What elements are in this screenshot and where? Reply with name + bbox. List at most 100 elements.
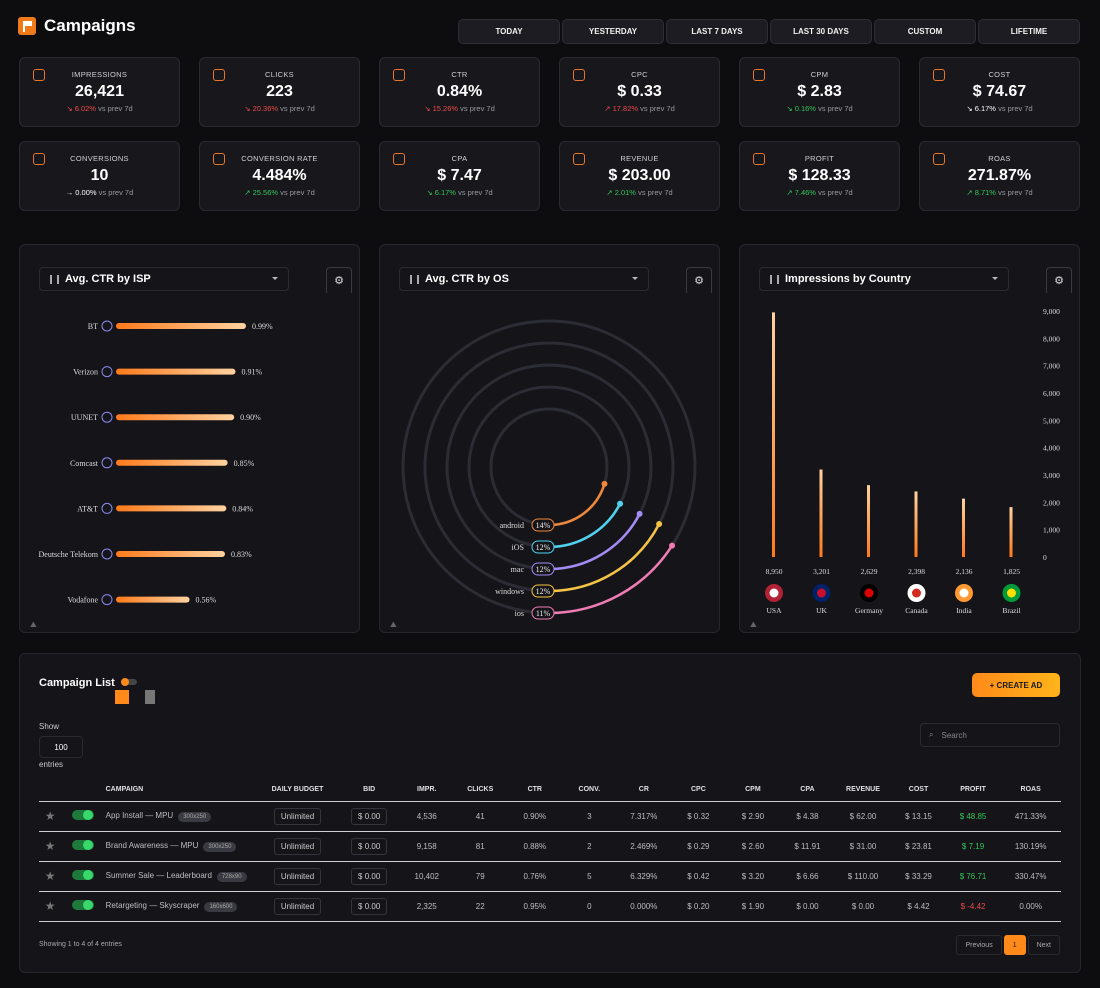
star-icon[interactable]: ★ bbox=[44, 899, 56, 913]
daily-budget-field[interactable]: Unlimited bbox=[273, 867, 322, 885]
create-ad-button[interactable]: + CREATE AD bbox=[972, 673, 1060, 697]
table-header-cell[interactable]: DAILY BUDGET bbox=[257, 779, 338, 802]
isp-category-label: Comcast bbox=[70, 459, 99, 468]
star-icon[interactable]: ★ bbox=[44, 839, 56, 853]
eye-icon bbox=[33, 69, 45, 81]
os-value-pill bbox=[531, 562, 555, 576]
star-icon[interactable]: ★ bbox=[44, 869, 56, 883]
range-yesterday-button[interactable]: YESTERDAY bbox=[562, 19, 664, 44]
country-flag-emblem bbox=[912, 588, 921, 598]
kpi-value: 26,421 bbox=[75, 83, 124, 100]
kpi-change-suffix: vs prev 7d bbox=[98, 104, 133, 113]
table-row[interactable]: ★ Brand Awareness — MPU 300x250 Unlimited $ … bbox=[39, 831, 1061, 862]
bar-chart-icon bbox=[50, 274, 59, 284]
kpi-change: ↘ 15.26% vs prev 7d bbox=[380, 104, 539, 113]
campaign-active-toggle[interactable] bbox=[72, 810, 95, 820]
range-lifetime-button[interactable]: LIFETIME bbox=[978, 19, 1080, 44]
country-category-label: USA bbox=[766, 606, 782, 615]
os-value-label: 12% bbox=[536, 587, 551, 596]
view-toggle[interactable] bbox=[115, 674, 155, 704]
cell-clicks: 41 bbox=[452, 801, 508, 832]
kpi-change-suffix: vs prev 7d bbox=[638, 188, 673, 197]
search-input[interactable]: ⌕ Search bbox=[920, 723, 1060, 747]
bid-field[interactable]: $ 0.00 bbox=[351, 837, 388, 855]
settings-gear-icon[interactable]: ⚙ bbox=[686, 267, 712, 293]
table-header-cell[interactable]: CTR bbox=[507, 779, 563, 802]
kpi-change-arrow-icon: ↗ bbox=[786, 188, 793, 197]
table-header-cell[interactable]: BID bbox=[337, 779, 401, 802]
bid-field[interactable]: $ 0.00 bbox=[351, 867, 388, 885]
range-custom-button[interactable]: CUSTOM bbox=[874, 19, 976, 44]
campaign-name[interactable]: App Install — MPU bbox=[105, 810, 174, 820]
isp-value-label: 0.56% bbox=[196, 596, 217, 605]
cell-cpc: $ 0.20 bbox=[671, 891, 726, 922]
os-chart-select[interactable]: Avg. CTR by OS bbox=[399, 267, 649, 291]
table-row[interactable]: ★ Retargeting — Skyscraper 160x600 Unlimite… bbox=[39, 891, 1061, 922]
range-today-button[interactable]: TODAY bbox=[458, 19, 560, 44]
table-header-cell[interactable]: IMPR. bbox=[400, 779, 453, 802]
kpi-change: ↗ 25.56% vs prev 7d bbox=[200, 188, 359, 197]
table-footer-info: Showing 1 to 4 of 4 entries bbox=[39, 941, 122, 948]
daily-budget-field[interactable]: Unlimited bbox=[273, 897, 322, 915]
cell-conv: 5 bbox=[562, 861, 617, 892]
campaign-list-panel: Campaign List + CREATE AD Show 100 entri… bbox=[19, 653, 1081, 973]
range-last30-button[interactable]: LAST 30 DAYS bbox=[770, 19, 872, 44]
table-row[interactable]: ★ Summer Sale — Leaderboard 728x90 Unlimite… bbox=[39, 861, 1061, 892]
campaign-active-toggle[interactable] bbox=[72, 870, 95, 880]
kpi-label: IMPRESSIONS bbox=[71, 70, 128, 79]
star-icon[interactable]: ★ bbox=[44, 809, 56, 823]
bid-field[interactable]: $ 0.00 bbox=[351, 897, 388, 915]
table-header-cell[interactable]: CPC bbox=[671, 779, 726, 802]
isp-value-label: 0.91% bbox=[241, 368, 262, 377]
bid-field[interactable]: $ 0.00 bbox=[351, 807, 388, 825]
table-header-cell[interactable]: CR bbox=[616, 779, 672, 802]
settings-gear-icon[interactable]: ⚙ bbox=[326, 267, 352, 293]
table-header-cell[interactable]: ROAS bbox=[1000, 779, 1061, 802]
table-header-cell[interactable]: CAMPAIGN bbox=[105, 779, 258, 802]
table-header-cell[interactable]: CPA bbox=[780, 779, 835, 802]
next-page-button[interactable]: Next bbox=[1027, 935, 1060, 955]
table-header-cell[interactable]: COST bbox=[891, 779, 946, 802]
campaign-active-toggle[interactable] bbox=[72, 900, 95, 910]
daily-budget-field[interactable]: Unlimited bbox=[273, 807, 322, 825]
table-header-cell[interactable]: PROFIT bbox=[945, 779, 1001, 802]
table-header-cell[interactable]: CONV. bbox=[562, 779, 617, 802]
page-size-select[interactable]: 100 bbox=[39, 736, 83, 758]
pagination: Previous 1 Next bbox=[956, 935, 1060, 955]
cell-cr: 7.317% bbox=[616, 801, 672, 832]
settings-gear-icon[interactable]: ⚙ bbox=[1046, 267, 1072, 293]
chevron-down-icon bbox=[272, 277, 278, 280]
previous-page-button[interactable]: Previous bbox=[956, 935, 1002, 955]
kpi-change-pct: 6.02% bbox=[74, 104, 96, 113]
table-header-cell[interactable]: CLICKS bbox=[452, 779, 508, 802]
daily-budget-field[interactable]: Unlimited bbox=[273, 837, 322, 855]
kpi-change-pct: 20.36% bbox=[252, 104, 279, 113]
country-y-tick: 0 bbox=[1043, 553, 1047, 562]
country-y-tick: 6,000 bbox=[1043, 389, 1060, 398]
country-y-tick: 9,000 bbox=[1043, 307, 1060, 316]
page-1-button[interactable]: 1 bbox=[1003, 935, 1026, 955]
campaign-name[interactable]: Retargeting — Skyscraper bbox=[105, 900, 200, 910]
kpi-change: → 0.00% vs prev 7d bbox=[20, 188, 179, 197]
cell-cr: 6.329% bbox=[616, 861, 672, 892]
country-chart-select[interactable]: Impressions by Country bbox=[759, 267, 1009, 291]
isp-value-label: 0.85% bbox=[234, 459, 255, 468]
country-y-tick: 4,000 bbox=[1043, 444, 1060, 453]
wallet-icon bbox=[933, 69, 945, 81]
page-title: Campaigns bbox=[44, 16, 136, 35]
isp-logo-icon bbox=[101, 411, 113, 423]
country-category-label: UK bbox=[816, 606, 827, 615]
campaign-name[interactable]: Summer Sale — Leaderboard bbox=[105, 870, 212, 880]
table-row[interactable]: ★ App Install — MPU 300x250 Unlimited $ 0.00… bbox=[39, 801, 1061, 832]
table-header-cell[interactable]: CPM bbox=[725, 779, 781, 802]
isp-category-label: BT bbox=[88, 322, 98, 331]
isp-value-label: 0.83% bbox=[231, 550, 252, 559]
isp-chart-select[interactable]: Avg. CTR by ISP bbox=[39, 267, 289, 291]
range-last7-button[interactable]: LAST 7 DAYS bbox=[666, 19, 768, 44]
coins-icon bbox=[393, 153, 405, 165]
table-header-cell[interactable]: REVENUE bbox=[834, 779, 892, 802]
campaign-name[interactable]: Brand Awareness — MPU bbox=[105, 840, 199, 850]
os-arc bbox=[547, 544, 674, 615]
chevron-down-icon bbox=[632, 277, 638, 280]
campaign-active-toggle[interactable] bbox=[72, 840, 95, 850]
